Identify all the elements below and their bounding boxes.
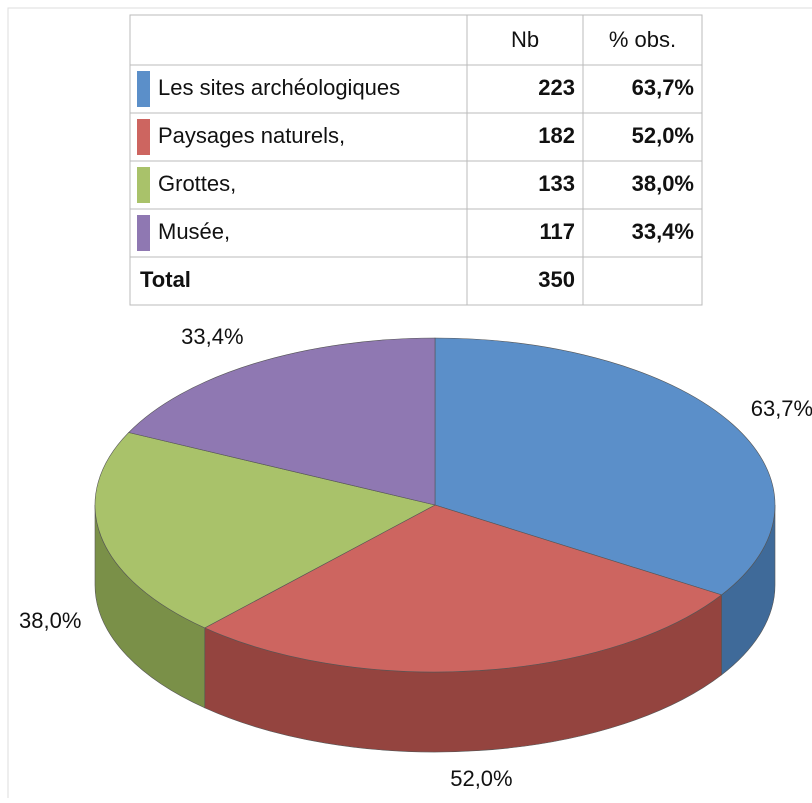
pie-slice [204,504,723,673]
swatch [137,119,150,155]
total: 350 [538,267,575,292]
col-header: Nb [511,27,539,52]
count: 223 [538,75,575,100]
row-label: Paysages naturels, [158,123,345,148]
pie-slice [128,337,436,506]
swatch [137,167,150,203]
pie-slice [94,432,436,629]
percent: 52,0% [632,123,694,148]
count: 117 [540,219,576,244]
pie-slice [434,337,776,596]
percent: 38,0% [632,171,694,196]
percent: 33,4% [632,219,694,244]
row-label: Les sites archéologiques [158,75,400,100]
slice-label: 38,0% [19,608,81,633]
swatch [137,215,150,251]
slice-label: 63,7% [751,396,812,421]
total-label: Total [140,267,191,292]
table-border [129,14,703,306]
col-header: % obs. [609,27,676,52]
slice-label: 33,4% [181,324,243,349]
count: 133 [538,171,575,196]
slice-label: 52,0% [450,766,512,791]
row-label: Musée, [158,219,230,244]
percent: 63,7% [632,75,694,100]
frame [7,7,812,803]
row-label: Grottes, [158,171,236,196]
swatch [137,71,150,107]
count: 182 [538,123,575,148]
